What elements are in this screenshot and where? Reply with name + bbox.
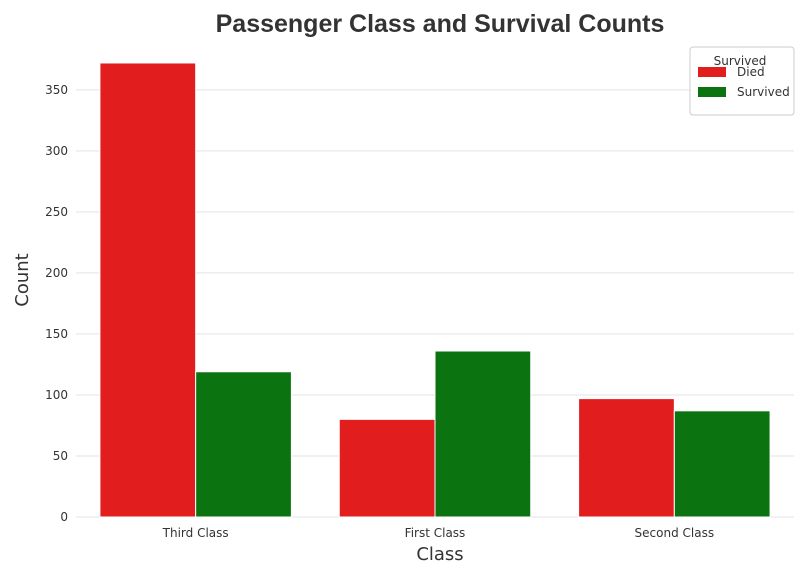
x-axis-ticks: Third Class First Class Second Class — [162, 526, 714, 540]
y-axis-ticks: 0 50 100 150 200 250 300 350 — [45, 83, 68, 524]
bar-survived-0 — [195, 371, 292, 518]
y-tick-label: 150 — [45, 327, 68, 341]
x-tick-label: Third Class — [162, 526, 229, 540]
legend-items: Died Survived — [698, 65, 790, 99]
x-axis-label: Class — [416, 544, 463, 565]
bar-died-1 — [338, 418, 436, 518]
y-tick-label: 50 — [53, 449, 68, 463]
bar-survived-1 — [434, 350, 532, 518]
x-tick-label: First Class — [405, 526, 466, 540]
legend-label: Died — [737, 65, 765, 79]
legend-title: Survived — [714, 54, 767, 68]
y-tick-label: 250 — [45, 205, 68, 219]
bar-died-2 — [578, 398, 675, 518]
legend-label: Survived — [737, 85, 790, 99]
y-tick-label: 350 — [45, 83, 68, 97]
bar-survived-2 — [673, 410, 771, 518]
y-tick-label: 300 — [45, 144, 68, 158]
chart-title: Passenger Class and Survival Counts — [216, 10, 665, 38]
y-tick-label: 0 — [60, 510, 68, 524]
legend-box — [689, 46, 795, 116]
y-axis-label: Count — [12, 253, 33, 306]
bars — [99, 62, 771, 518]
y-tick-label: 200 — [45, 266, 68, 280]
bar-died-0 — [99, 62, 197, 518]
y-tick-label: 100 — [45, 388, 68, 402]
x-tick-label: Second Class — [635, 526, 715, 540]
legend-swatch — [698, 87, 726, 97]
plot-area: 0 50 100 150 200 250 300 350 Third Class First C… — [45, 41, 794, 540]
legend-swatch — [698, 67, 726, 77]
